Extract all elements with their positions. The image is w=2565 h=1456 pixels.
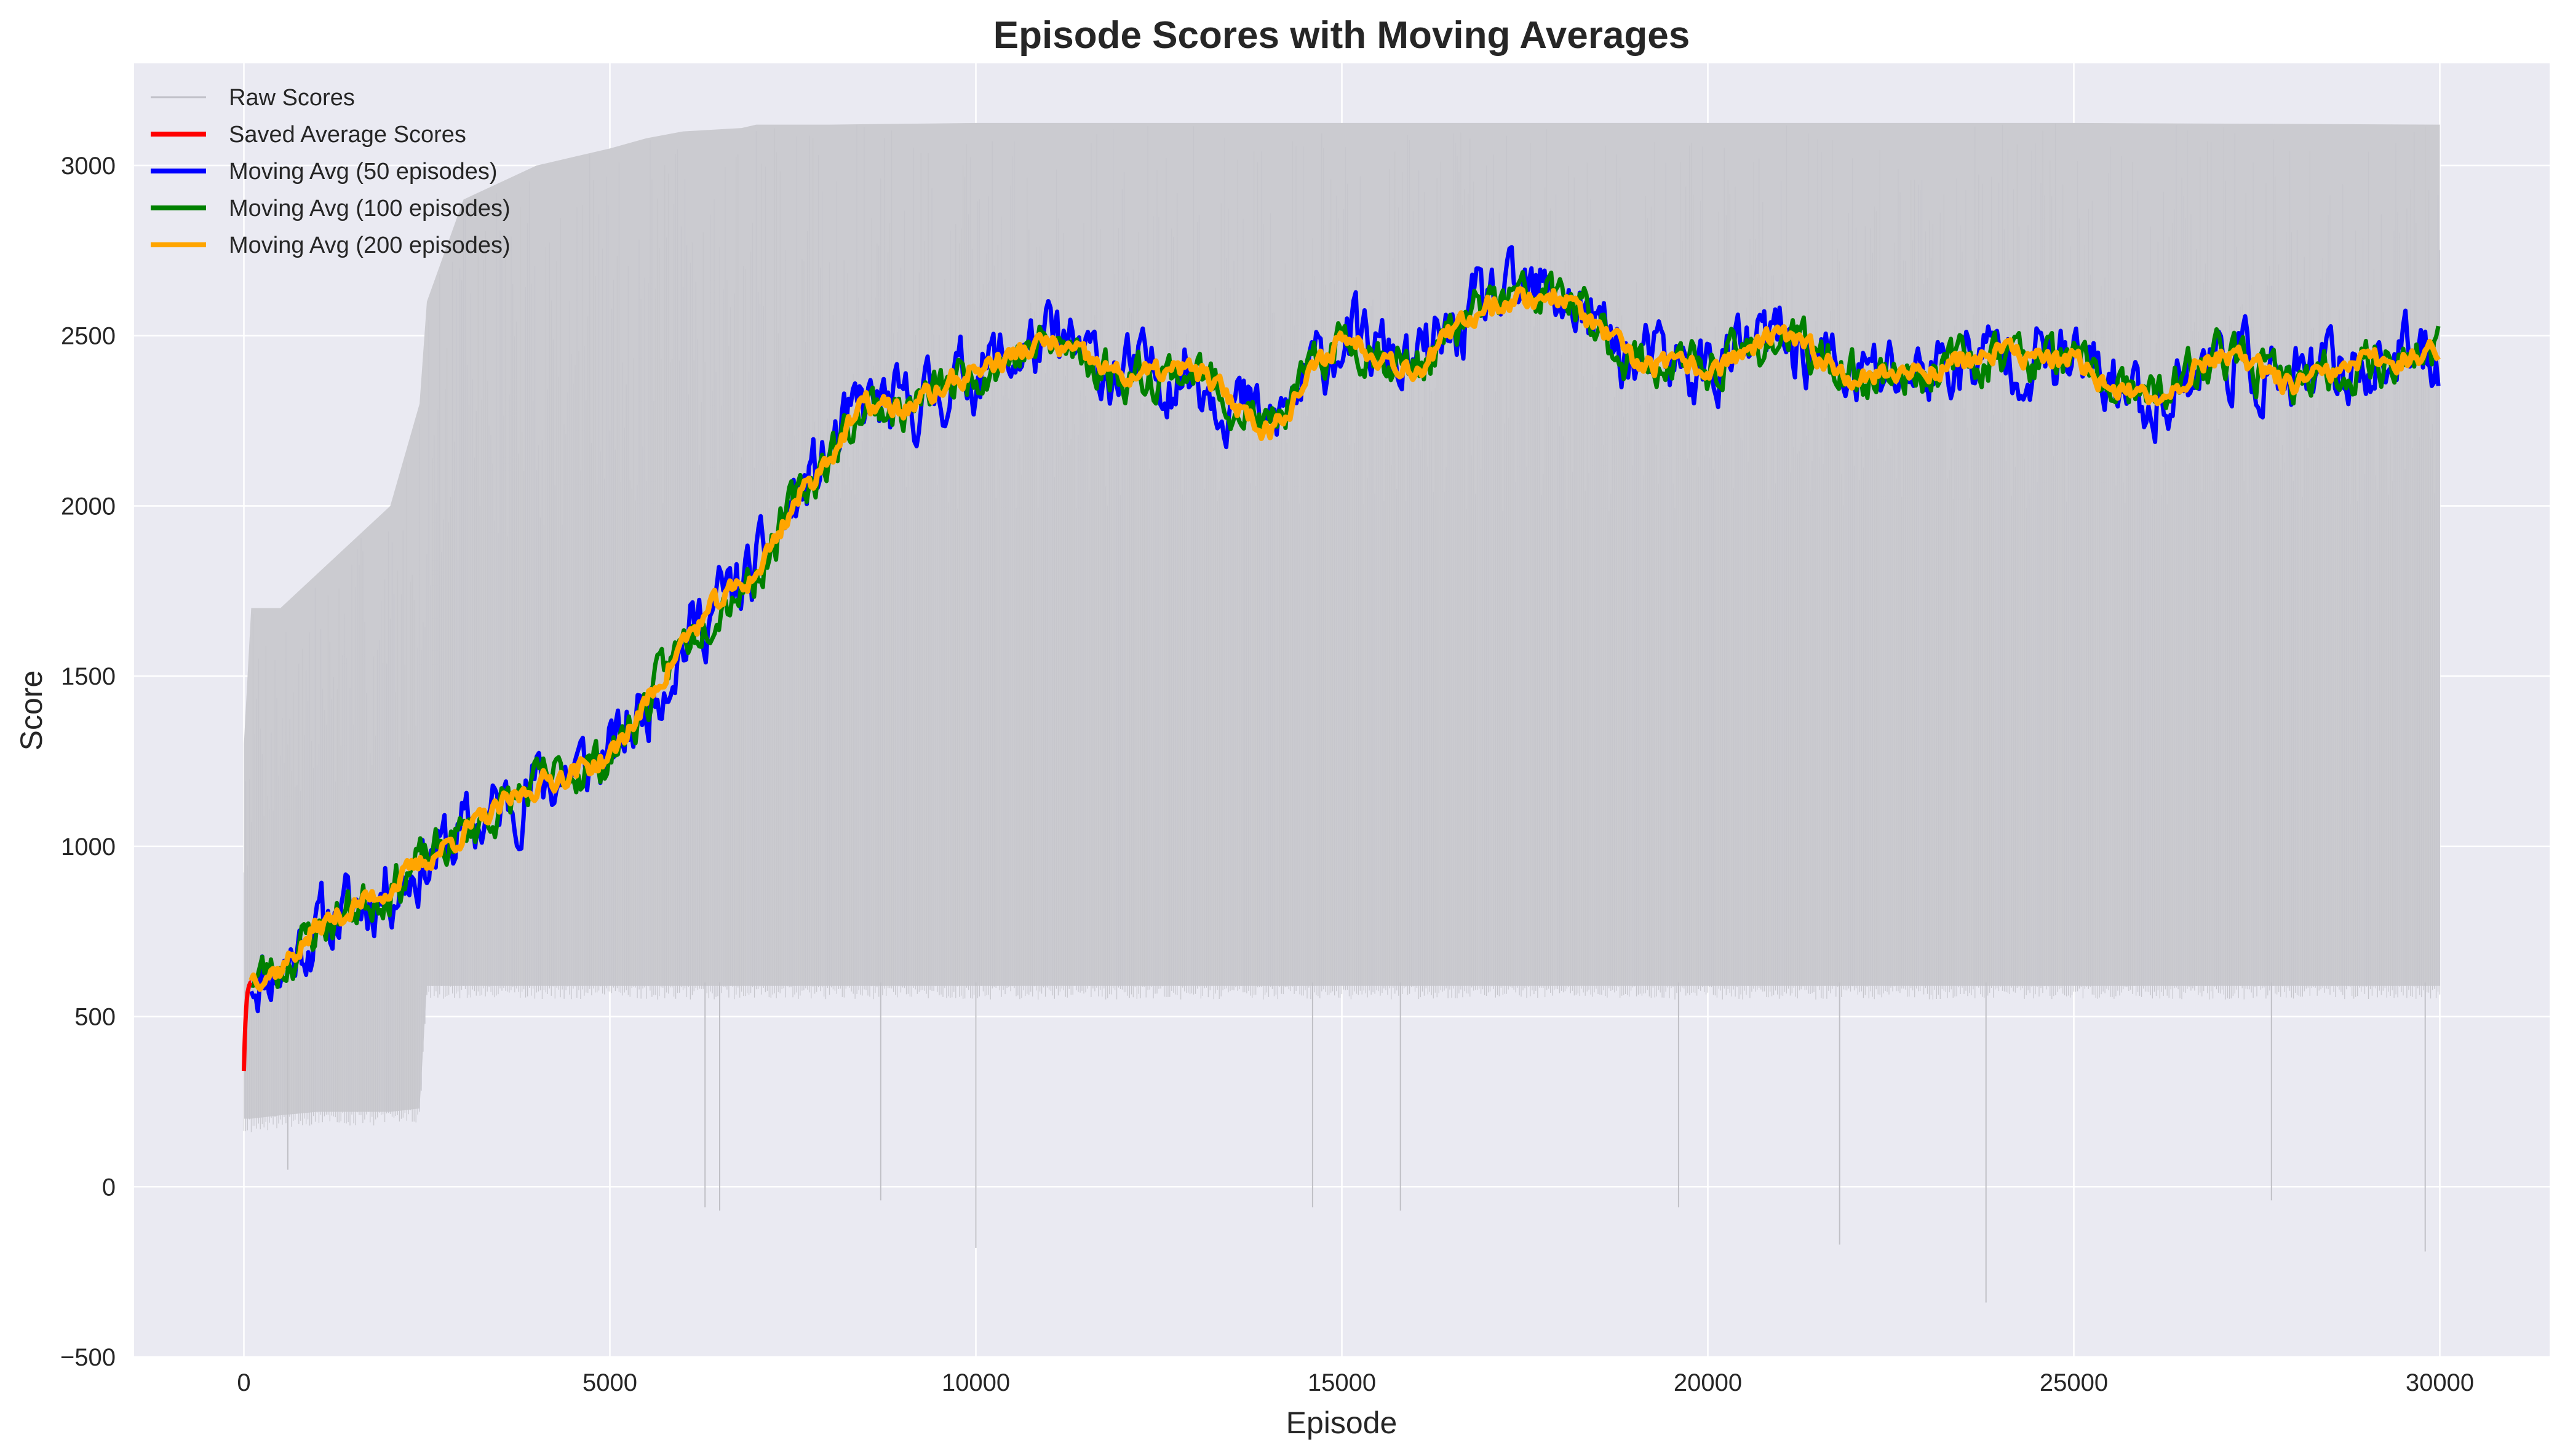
y-tick-label: 500 [74, 1004, 116, 1031]
y-tick-label: 2500 [61, 323, 116, 350]
chart-title: Episode Scores with Moving Averages [993, 14, 1690, 57]
y-tick-label: 0 [102, 1174, 116, 1201]
series-line-ma50 [249, 245, 2441, 1014]
x-tick-label: 30000 [2406, 1369, 2474, 1396]
x-tick-label: 5000 [583, 1369, 637, 1396]
y-tick-label: −500 [60, 1344, 116, 1371]
legend-label-raw-scores: Raw Scores [229, 85, 355, 111]
y-axis-label: Score [14, 670, 49, 751]
y-tick-label: 2000 [61, 493, 116, 520]
legend-label-ma200: Moving Avg (200 episodes) [229, 233, 511, 258]
y-tick-label: 3000 [61, 153, 116, 180]
legend-label-ma50: Moving Avg (50 episodes) [229, 159, 498, 185]
y-tick-label: 1500 [61, 663, 116, 690]
x-tick-labels: 0 5000 10000 15000 20000 25000 30000 [237, 1369, 2474, 1396]
series-line-ma200 [249, 286, 2441, 992]
raw-scores-spikes [243, 123, 2441, 1132]
legend-label-saved-average: Saved Average Scores [229, 122, 466, 148]
x-tick-label: 0 [237, 1369, 250, 1396]
y-tick-labels: −500 0 500 1000 1500 2000 2500 3000 [60, 153, 116, 1371]
x-tick-label: 25000 [2040, 1369, 2108, 1396]
x-axis-label: Episode [1286, 1406, 1398, 1440]
series-line-ma100 [251, 270, 2441, 989]
y-tick-label: 1000 [61, 833, 116, 861]
legend: Raw Scores Saved Average Scores Moving A… [151, 85, 511, 258]
x-tick-label: 10000 [942, 1369, 1010, 1396]
legend-label-ma100: Moving Avg (100 episodes) [229, 196, 511, 221]
x-tick-label: 20000 [1674, 1369, 1742, 1396]
series-line-saved-average [242, 980, 253, 1072]
moving-average-series [242, 245, 2441, 1072]
x-tick-label: 15000 [1308, 1369, 1376, 1396]
